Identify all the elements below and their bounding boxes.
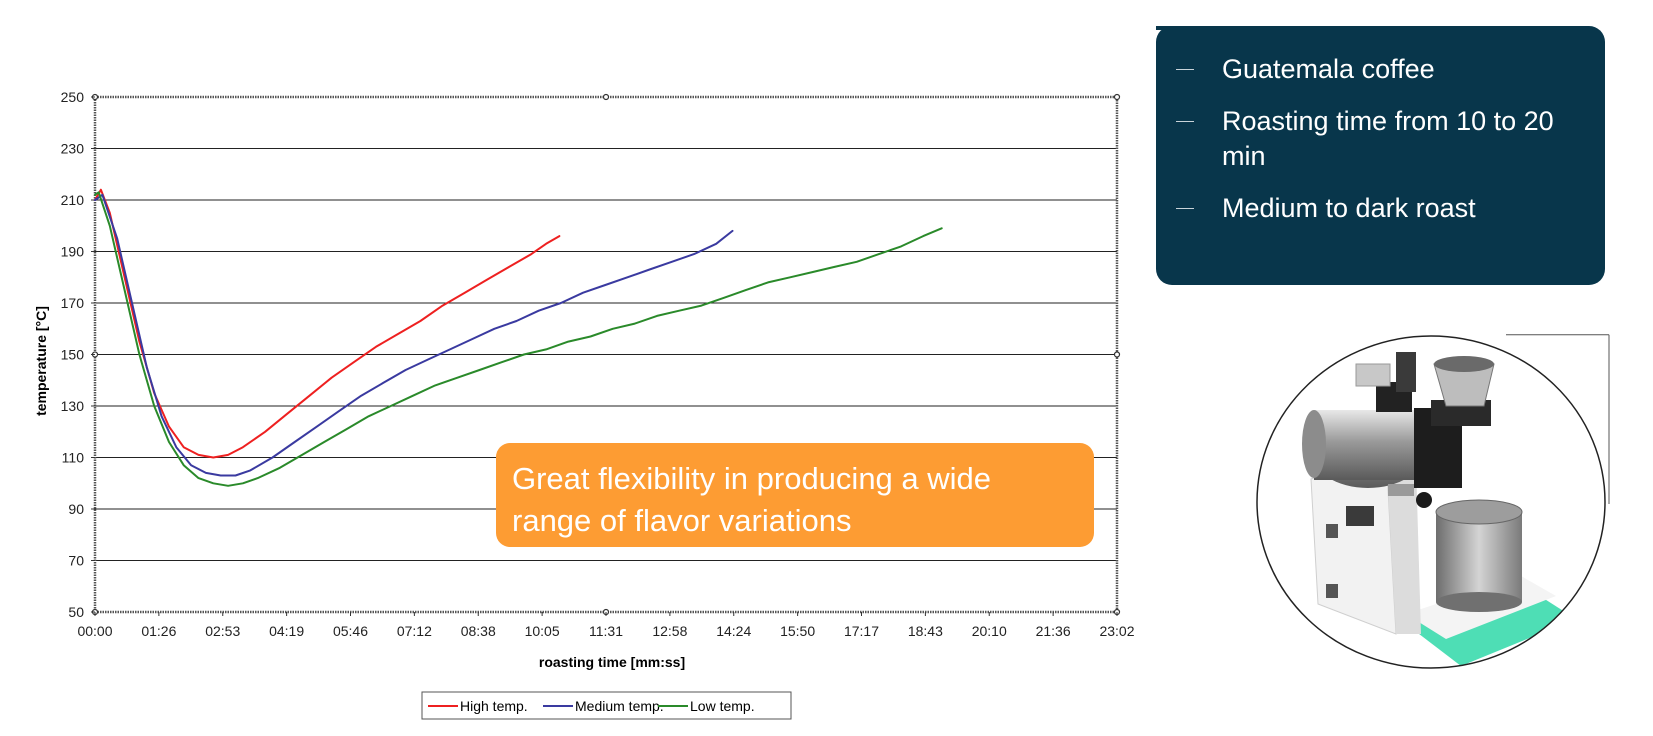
y-tick-label: 90 (68, 501, 84, 517)
series-line (94, 193, 734, 477)
y-tick-label: 110 (62, 450, 85, 466)
chart-gridlines (95, 148, 1117, 561)
y-tick-label: 130 (61, 398, 85, 414)
y-tick-label: 70 (68, 553, 84, 569)
legend-label: High temp. (460, 698, 528, 714)
panel-notch (1156, 26, 1236, 30)
x-tick-label: 10:05 (525, 623, 560, 639)
x-tick-label: 05:46 (333, 623, 368, 639)
x-tick-label: 23:02 (1099, 623, 1134, 639)
info-bullet-text: Guatemala coffee (1222, 54, 1435, 84)
x-tick-label: 12:58 (652, 623, 687, 639)
y-tick-label: 190 (61, 244, 85, 260)
info-bullet: Guatemala coffee (1176, 52, 1577, 87)
x-tick-label: 11:31 (589, 623, 623, 639)
coffee-roaster-image (1256, 334, 1610, 669)
dash-icon (1176, 121, 1194, 122)
x-tick-label: 02:53 (205, 623, 240, 639)
info-bullet-text: Roasting time from 10 to 20 min (1222, 106, 1554, 171)
info-bullet: Roasting time from 10 to 20 min (1176, 104, 1577, 174)
x-tick-label: 15:50 (780, 623, 815, 639)
x-tick-label: 17:17 (844, 623, 879, 639)
x-tick-label: 04:19 (269, 623, 304, 639)
y-tick-label: 150 (61, 347, 85, 363)
x-tick-label: 21:36 (1036, 623, 1071, 639)
y-tick-label: 170 (61, 295, 85, 311)
callout-text: Great flexibility in producing a wide ra… (512, 461, 992, 538)
chart-legend: High temp. Medium temp. Low temp. (421, 691, 792, 720)
info-bullet-list: Guatemala coffee Roasting time from 10 t… (1176, 52, 1577, 226)
x-axis-ticks: 00:00 01:26 02:53 04:19 05:46 07:12 08:38 10:05… (77, 612, 1135, 639)
x-tick-label: 14:24 (716, 623, 751, 639)
y-tick-label: 250 (61, 89, 85, 105)
x-axis-title: roasting time [mm:ss] (539, 654, 685, 670)
dash-icon (1176, 69, 1194, 70)
info-panel: Guatemala coffee Roasting time from 10 t… (1156, 26, 1605, 285)
x-tick-label: 08:38 (461, 623, 496, 639)
y-tick-label: 50 (68, 604, 84, 620)
series-line (94, 191, 943, 487)
x-tick-label: 20:10 (972, 623, 1007, 639)
x-tick-label: 07:12 (397, 623, 432, 639)
flexibility-callout: Great flexibility in producing a wide ra… (496, 443, 1094, 547)
info-bullet-text: Medium to dark roast (1222, 193, 1476, 223)
x-tick-label: 00:00 (77, 623, 112, 639)
dash-icon (1176, 208, 1194, 209)
y-axis-ticks: 50 70 90 110 130 150 170 190 210 230 250 (61, 89, 95, 620)
frame-handle (602, 93, 610, 101)
x-tick-label: 01:26 (141, 623, 176, 639)
info-bullet: Medium to dark roast (1176, 191, 1577, 226)
legend-label: Low temp. (690, 698, 755, 714)
x-tick-label: 18:43 (908, 623, 943, 639)
y-axis-title: temperature [°C] (33, 306, 49, 416)
frame-handle (1113, 351, 1121, 358)
frame-handle (1113, 93, 1121, 101)
series-line (94, 188, 561, 459)
y-tick-label: 230 (61, 141, 85, 157)
legend-label: Medium temp. (575, 698, 664, 714)
legend-box (421, 691, 792, 720)
temperature-chart: 50 70 90 110 130 150 170 190 210 230 250 00:00 01:2… (33, 89, 1135, 720)
chart-series-group (94, 188, 943, 487)
y-tick-label: 210 (61, 192, 85, 208)
